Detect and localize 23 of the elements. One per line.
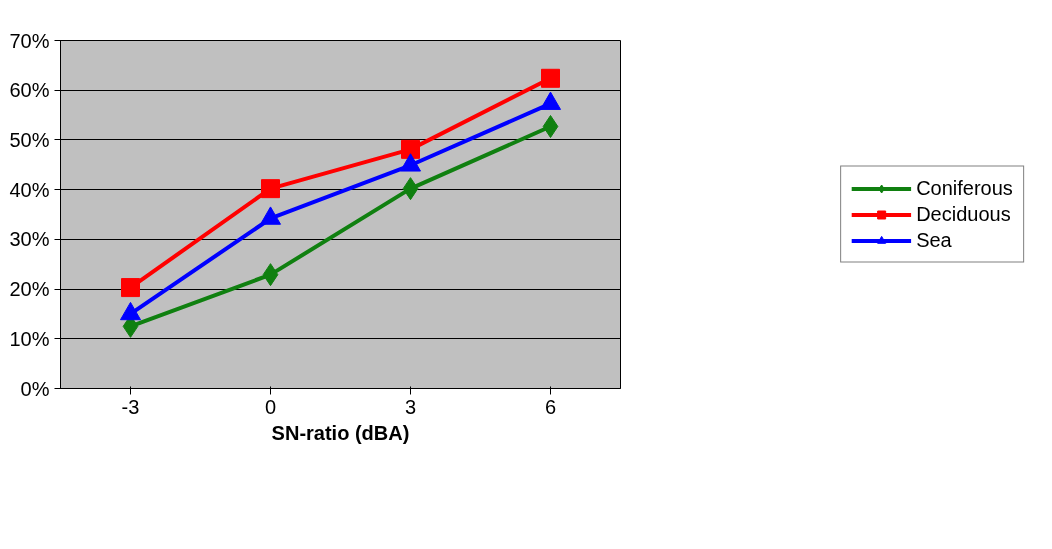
y-tick-label: 30% xyxy=(9,228,50,251)
x-tick-label: 0 xyxy=(264,395,277,418)
point xyxy=(262,263,279,287)
point xyxy=(402,177,419,201)
y-tick-label: 60% xyxy=(9,79,50,102)
y-tick-label: 50% xyxy=(9,128,50,151)
legend-label: Coniferous xyxy=(916,176,1013,200)
x-tick-label: -3 xyxy=(121,395,140,418)
legend-label: Deciduous xyxy=(916,202,1011,226)
x-axis-title: SN-ratio (dBA) xyxy=(271,421,410,444)
legend-label: Sea xyxy=(916,228,952,252)
x-tick-label: 3 xyxy=(404,395,417,418)
y-tick-label: 20% xyxy=(9,278,50,301)
point xyxy=(121,278,140,298)
point xyxy=(542,115,559,139)
point xyxy=(541,68,560,88)
point xyxy=(261,179,280,199)
point xyxy=(401,139,420,159)
y-tick-label: 10% xyxy=(9,327,50,350)
y-tick-label: 70% xyxy=(9,29,50,52)
y-tick-label: 40% xyxy=(9,178,50,201)
y-tick-label: 0% xyxy=(20,377,50,400)
x-tick-label: 6 xyxy=(544,395,557,418)
